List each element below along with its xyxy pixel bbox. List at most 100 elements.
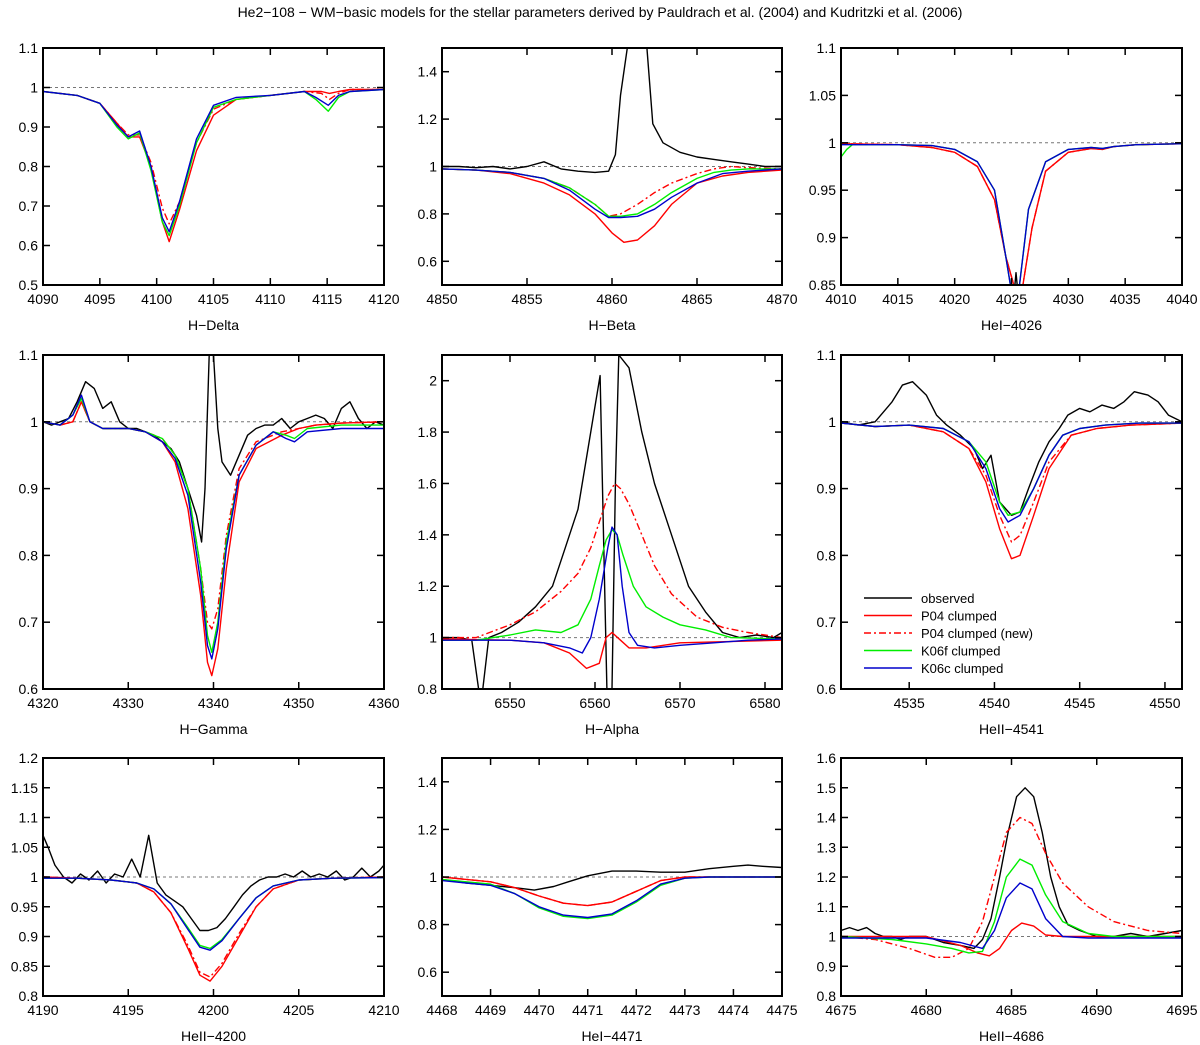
x-tick-label: 4025 — [996, 291, 1027, 307]
series-line-k06f-clumped — [43, 88, 384, 237]
series-line-p04-clumped-new — [43, 876, 384, 978]
legend-label-k06f-clumped: K06f clumped — [921, 644, 1001, 659]
y-tick-label: 1.4 — [418, 774, 438, 790]
x-tick-label: 4195 — [113, 1002, 144, 1018]
series-group — [442, 864, 782, 920]
y-tick-label: 0.8 — [418, 681, 438, 697]
series-line-p04-clumped — [841, 143, 1182, 285]
y-tick-label: 2 — [429, 373, 437, 389]
y-tick-label: 0.6 — [19, 238, 39, 254]
y-tick-label: 0.6 — [817, 681, 837, 697]
legend-label-observed: observed — [921, 591, 974, 606]
y-tick-label: 1.05 — [809, 87, 836, 103]
series-line-k06f-clumped — [43, 397, 384, 653]
series-line-k06c-clumped — [43, 394, 384, 660]
y-tick-label: 1.1 — [19, 347, 39, 363]
series-line-k06c-clumped — [841, 882, 1182, 950]
y-tick-label: 1.8 — [418, 424, 438, 440]
y-tick-label: 0.8 — [19, 159, 39, 175]
y-tick-label: 0.5 — [19, 277, 39, 293]
x-tick-label: 4680 — [911, 1002, 942, 1018]
x-tick-label: 4550 — [1149, 695, 1180, 711]
series-line-p04-clumped — [442, 168, 782, 244]
series-line-p04-clumped — [442, 876, 782, 907]
series-group — [43, 88, 384, 243]
y-tick-label: 1.05 — [11, 839, 38, 855]
panel-h-alpha: 6550 6560 6570 6580 0.8 1 1.2 1.4 1.6 1.8 2 H−Alpha — [418, 354, 783, 737]
plot-frame — [840, 354, 1183, 690]
x-tick-label: 4200 — [198, 1002, 229, 1018]
y-tick-label: 1 — [828, 135, 836, 151]
y-tick-label: 1.1 — [19, 810, 39, 826]
y-tick-label: 0.8 — [19, 988, 39, 1004]
y-tick-label: 1 — [429, 159, 437, 175]
x-tick-label: 4472 — [621, 1002, 652, 1018]
x-tick-label: 4095 — [84, 291, 115, 307]
y-tick-label: 0.8 — [418, 206, 438, 222]
series-line-k06c-clumped — [442, 168, 782, 219]
x-tick-label: 4475 — [766, 1002, 797, 1018]
y-tick-label: 0.6 — [19, 681, 39, 697]
y-tick-label: 0.85 — [11, 958, 38, 974]
x-tick-label: 4850 — [426, 291, 457, 307]
x-tick-label: 4540 — [979, 695, 1010, 711]
x-tick-label: 4685 — [996, 1002, 1027, 1018]
x-tick-label: 4360 — [368, 695, 399, 711]
x-tick-label: 6560 — [579, 695, 610, 711]
y-tick-label: 0.7 — [19, 614, 39, 630]
y-tick-label: 1 — [30, 869, 38, 885]
y-tick-label: 1.1 — [817, 40, 837, 56]
x-tick-label: 4545 — [1064, 695, 1095, 711]
series-line-k06f-clumped — [841, 143, 1182, 285]
panel-h-gamma: 4320 4330 4340 4350 4360 0.6 0.7 0.8 0.9 1 1.1 H−Ga… — [19, 347, 400, 737]
y-tick-label: 1.3 — [817, 839, 837, 855]
x-tick-label: 4010 — [825, 291, 856, 307]
x-tick-label: 4015 — [882, 291, 913, 307]
series-line-p04-clumped-new — [841, 143, 1182, 285]
series-line-k06c-clumped — [841, 143, 1182, 285]
series-line-k06f-clumped — [442, 168, 782, 218]
plot-frame — [42, 47, 385, 286]
series-line-observed — [442, 48, 782, 174]
x-axis-label: H−Gamma — [179, 721, 247, 737]
series-line-p04-clumped-new — [841, 816, 1182, 958]
y-tick-label: 0.7 — [19, 198, 39, 214]
panel-hei-4471: 4468 4469 4470 4471 4472 4473 4474 4475 0.6 0.8 1 1… — [418, 757, 798, 1044]
y-tick-label: 1.4 — [418, 64, 438, 80]
x-axis-label: HeII−4686 — [979, 1028, 1044, 1044]
x-tick-label: 6570 — [664, 695, 695, 711]
x-tick-label: 4320 — [27, 695, 58, 711]
series-line-p04-clumped-new — [442, 876, 782, 907]
x-tick-label: 4675 — [825, 1002, 856, 1018]
y-tick-label: 0.8 — [817, 547, 837, 563]
series-line-observed — [1014, 272, 1018, 285]
y-tick-label: 0.95 — [809, 182, 836, 198]
x-tick-label: 4470 — [524, 1002, 555, 1018]
plot-frame — [840, 757, 1183, 997]
y-tick-label: 1 — [429, 630, 437, 646]
y-tick-label: 1.4 — [817, 810, 837, 826]
x-tick-label: 4471 — [572, 1002, 603, 1018]
series-line-k06f-clumped — [43, 876, 384, 950]
series-group — [841, 787, 1182, 958]
y-tick-label: 1.2 — [817, 869, 837, 885]
series-line-k06f-clumped — [442, 876, 782, 920]
x-tick-label: 4040 — [1166, 291, 1197, 307]
series-group — [43, 355, 384, 677]
y-tick-label: 0.95 — [11, 899, 38, 915]
panel-h-beta: 4850 4855 4860 4865 4870 0.6 0.8 1 1.2 1.4 H−Beta — [418, 47, 798, 333]
series-line-p04-clumped — [43, 401, 384, 677]
x-tick-label: 4469 — [475, 1002, 506, 1018]
panel-hei-4026: 4010 4015 4020 4025 4030 4035 4040 0.85 0.9 0.95 1… — [809, 40, 1198, 333]
panel-h-delta: 4090 4095 4100 4105 4110 4115 4120 0.5 0.6 0.7 0.8… — [19, 40, 400, 333]
x-tick-label: 4870 — [766, 291, 797, 307]
y-tick-label: 0.6 — [418, 964, 438, 980]
series-line-p04-clumped-new — [442, 482, 782, 639]
series-line-k06c-clumped — [841, 422, 1182, 523]
x-tick-label: 4090 — [27, 291, 58, 307]
y-tick-label: 1.1 — [817, 899, 837, 915]
x-tick-label: 6550 — [494, 695, 525, 711]
series-line-p04-clumped-new — [442, 165, 782, 218]
y-tick-label: 1.15 — [11, 780, 38, 796]
